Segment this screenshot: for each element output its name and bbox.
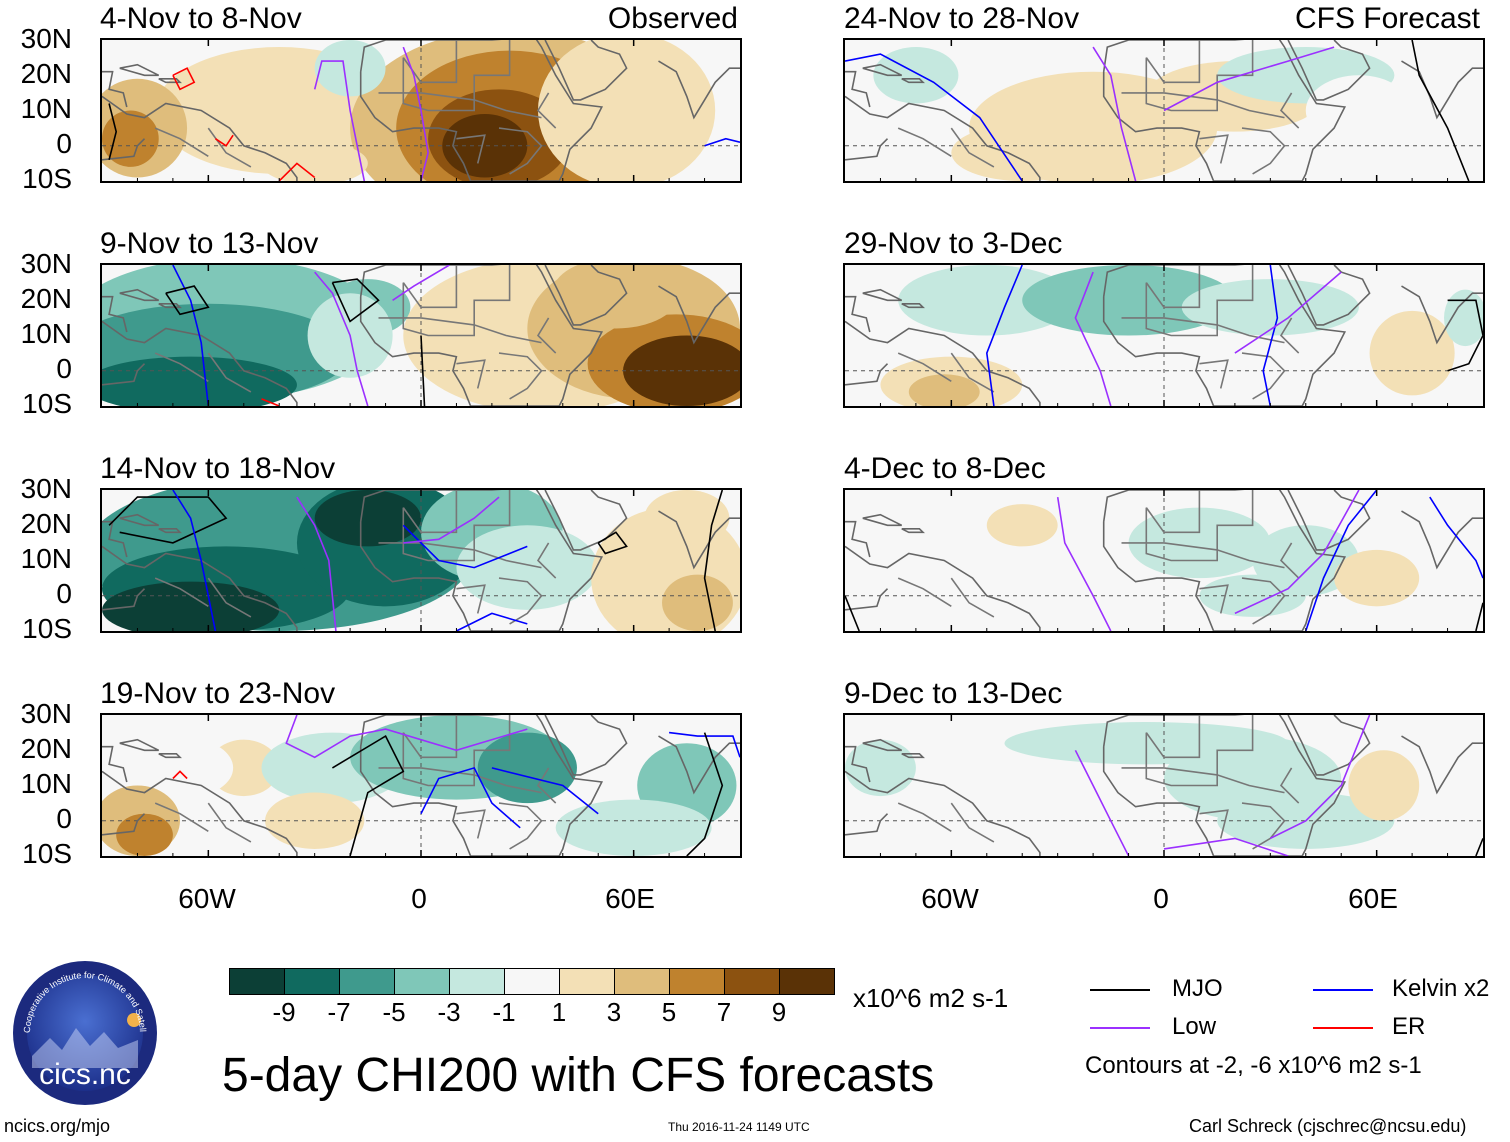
panel-title-5: 24-Nov to 28-Nov bbox=[844, 2, 1080, 35]
panel-title-6: 29-Nov to 3-Dec bbox=[844, 227, 1063, 260]
lat-label-10s: 10S bbox=[22, 388, 72, 419]
panel-title-4: 19-Nov to 23-Nov bbox=[100, 677, 336, 710]
map-panel-8 bbox=[843, 713, 1485, 858]
cfs-forecast-label: CFS Forecast bbox=[1294, 2, 1480, 35]
observed-label: Observed bbox=[607, 2, 738, 35]
lat-label-10n: 10N bbox=[20, 543, 72, 574]
colorbar-tick: 9 bbox=[771, 997, 787, 1027]
colorbar-tick: 7 bbox=[716, 997, 732, 1027]
colorbar-swatch bbox=[284, 968, 340, 995]
panel-title-1: 4-Nov to 8-Nov bbox=[100, 2, 302, 35]
footer-author: Carl Schreck (cjschrec@ncsu.edu) bbox=[1189, 1116, 1467, 1136]
legend-label-kelvin: Kelvin x2 bbox=[1392, 975, 1490, 1002]
lat-label-20n: 20N bbox=[20, 733, 72, 764]
colorbar-units: x10^6 m2 s-1 bbox=[853, 983, 1009, 1013]
lat-label-30n: 30N bbox=[20, 248, 72, 279]
legend-line-er bbox=[1313, 1027, 1373, 1029]
map-panel-4 bbox=[100, 713, 742, 858]
legend-line-mjo bbox=[1090, 989, 1150, 991]
colorbar-swatch bbox=[779, 968, 835, 995]
legend-line-kelvin bbox=[1313, 989, 1373, 991]
lat-label-30n: 30N bbox=[20, 473, 72, 504]
lat-label-20n: 20N bbox=[20, 58, 72, 89]
colorbar-swatch bbox=[614, 968, 670, 995]
lat-label-20n: 20N bbox=[20, 508, 72, 539]
lat-label-20n: 20N bbox=[20, 283, 72, 314]
lat-label-10n: 10N bbox=[20, 768, 72, 799]
colorbar-tick: -1 bbox=[492, 997, 516, 1027]
lat-label-10s: 10S bbox=[22, 613, 72, 644]
colorbar-swatch bbox=[504, 968, 560, 995]
lat-label-eq: 0 bbox=[56, 353, 72, 384]
colorbar-swatch bbox=[449, 968, 505, 995]
legend-label-mjo: MJO bbox=[1172, 975, 1223, 1002]
lat-label-30n: 30N bbox=[20, 698, 72, 729]
lon-label-60e: 60E bbox=[605, 883, 655, 914]
colorbar-swatch bbox=[229, 968, 285, 995]
lat-label-eq: 0 bbox=[56, 803, 72, 834]
map-panel-7 bbox=[843, 488, 1485, 633]
colorbar-tick: -9 bbox=[272, 997, 296, 1027]
colorbar-swatch bbox=[339, 968, 395, 995]
cics-logo: Cooperative Institute for Climate and Sa… bbox=[7, 950, 160, 1108]
lat-label-10n: 10N bbox=[20, 93, 72, 124]
map-panel-6 bbox=[843, 263, 1485, 408]
lon-label-0: 0 bbox=[411, 883, 427, 914]
colorbar-swatch bbox=[559, 968, 615, 995]
colorbar-tick: 3 bbox=[606, 997, 622, 1027]
panel-title-2: 9-Nov to 13-Nov bbox=[100, 227, 319, 260]
legend-line-low bbox=[1090, 1027, 1150, 1029]
map-panel-5 bbox=[843, 38, 1485, 183]
lon-label-60w: 60W bbox=[921, 883, 979, 914]
map-panel-3 bbox=[100, 488, 742, 633]
colorbar-swatch bbox=[724, 968, 780, 995]
colorbar-tick: -7 bbox=[327, 997, 351, 1027]
panel-title-8: 9-Dec to 13-Dec bbox=[844, 677, 1063, 710]
lat-label-10s: 10S bbox=[22, 163, 72, 194]
colorbar-tick: -3 bbox=[437, 997, 461, 1027]
map-panel-2 bbox=[100, 263, 742, 408]
lat-label-eq: 0 bbox=[56, 578, 72, 609]
lon-label-60e: 60E bbox=[1348, 883, 1398, 914]
lat-label-10n: 10N bbox=[20, 318, 72, 349]
lat-label-eq: 0 bbox=[56, 128, 72, 159]
legend-note: Contours at -2, -6 x10^6 m2 s-1 bbox=[1085, 1052, 1422, 1079]
lon-label-60w: 60W bbox=[178, 883, 236, 914]
legend-label-low: Low bbox=[1172, 1013, 1217, 1040]
panel-title-7: 4-Dec to 8-Dec bbox=[844, 452, 1046, 485]
footer-timestamp: Thu 2016-11-24 1149 UTC bbox=[668, 1120, 810, 1134]
colorbar-swatch bbox=[394, 968, 450, 995]
logo-text: cics.nc bbox=[39, 1058, 131, 1091]
lat-label-10s: 10S bbox=[22, 838, 72, 869]
map-panel-1 bbox=[100, 38, 742, 183]
colorbar-tick: -5 bbox=[382, 997, 406, 1027]
colorbar-tick: 5 bbox=[661, 997, 677, 1027]
colorbar-swatch bbox=[669, 968, 725, 995]
lon-label-0: 0 bbox=[1153, 883, 1169, 914]
panel-title-3: 14-Nov to 18-Nov bbox=[100, 452, 336, 485]
figure-title: 5-day CHI200 with CFS forecasts bbox=[222, 1049, 935, 1102]
lat-label-30n: 30N bbox=[20, 23, 72, 54]
footer-url[interactable]: ncics.org/mjo bbox=[4, 1116, 111, 1136]
colorbar-tick: 1 bbox=[551, 997, 567, 1027]
legend-label-er: ER bbox=[1392, 1013, 1426, 1040]
